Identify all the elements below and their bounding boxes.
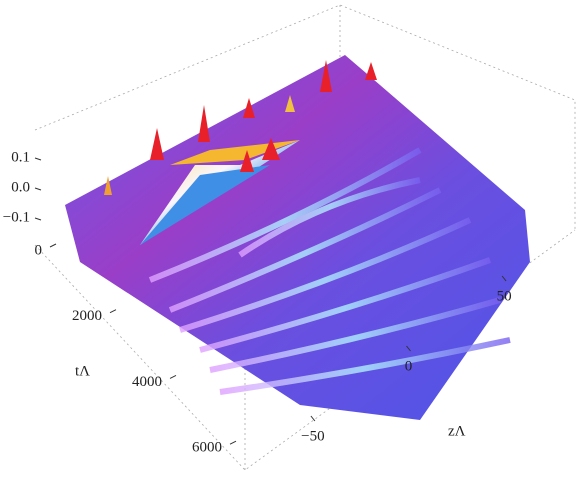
surface — [65, 55, 530, 420]
y-tick-label: 2000 — [72, 308, 102, 324]
z-tick-label: −0.1 — [3, 209, 30, 225]
y-tick — [169, 374, 177, 379]
x-tick-label: −50 — [301, 428, 324, 444]
x-tick — [310, 415, 316, 422]
y-tick — [49, 243, 57, 248]
x-tick-label: 0 — [405, 358, 413, 374]
x-axis-label: zΛ — [448, 423, 466, 439]
y-tick — [109, 309, 117, 314]
y-tick — [229, 440, 237, 445]
x-tick — [501, 275, 507, 282]
z-tick — [34, 217, 42, 221]
y-tick-label: 4000 — [132, 374, 162, 390]
y-axis-label: tΛ — [75, 363, 90, 379]
y-tick-label: 6000 — [192, 440, 222, 456]
z-tick — [34, 157, 42, 161]
y-tick-label: 0 — [35, 242, 43, 258]
z-tick-label: 0.0 — [11, 179, 30, 195]
x-tick-label: 50 — [497, 288, 512, 304]
z-tick-label: 0.1 — [11, 149, 30, 165]
x-tick — [406, 345, 411, 352]
z-tick — [34, 187, 42, 191]
